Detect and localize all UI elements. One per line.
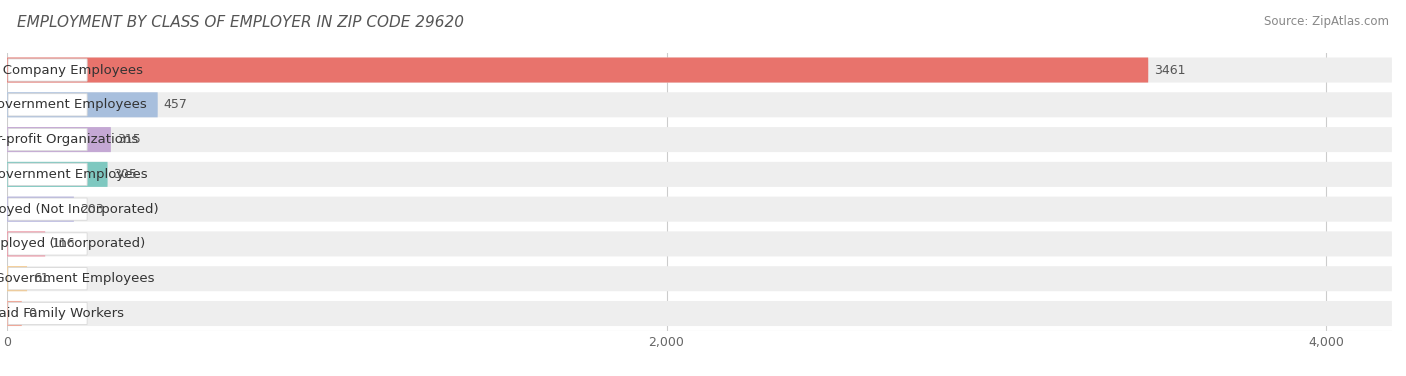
- Text: 315: 315: [117, 133, 141, 146]
- FancyBboxPatch shape: [8, 94, 87, 116]
- Text: Private Company Employees: Private Company Employees: [0, 64, 143, 77]
- FancyBboxPatch shape: [8, 198, 87, 220]
- Text: Self-Employed (Not Incorporated): Self-Employed (Not Incorporated): [0, 203, 159, 216]
- Text: Not-for-profit Organizations: Not-for-profit Organizations: [0, 133, 139, 146]
- Text: 3461: 3461: [1154, 64, 1185, 77]
- FancyBboxPatch shape: [7, 92, 1392, 117]
- FancyBboxPatch shape: [8, 268, 87, 290]
- FancyBboxPatch shape: [7, 127, 111, 152]
- FancyBboxPatch shape: [8, 233, 87, 255]
- FancyBboxPatch shape: [7, 58, 1392, 83]
- Text: EMPLOYMENT BY CLASS OF EMPLOYER IN ZIP CODE 29620: EMPLOYMENT BY CLASS OF EMPLOYER IN ZIP C…: [17, 15, 464, 30]
- FancyBboxPatch shape: [7, 92, 157, 117]
- FancyBboxPatch shape: [8, 59, 87, 81]
- FancyBboxPatch shape: [8, 163, 87, 185]
- Text: Local Government Employees: Local Government Employees: [0, 98, 148, 111]
- Text: 61: 61: [34, 272, 49, 285]
- FancyBboxPatch shape: [7, 197, 1392, 222]
- FancyBboxPatch shape: [7, 231, 1392, 256]
- FancyBboxPatch shape: [7, 197, 75, 222]
- FancyBboxPatch shape: [7, 127, 1392, 152]
- FancyBboxPatch shape: [7, 301, 1392, 326]
- FancyBboxPatch shape: [7, 301, 22, 326]
- FancyBboxPatch shape: [7, 231, 45, 256]
- Text: 116: 116: [51, 237, 75, 250]
- Text: Source: ZipAtlas.com: Source: ZipAtlas.com: [1264, 15, 1389, 28]
- Text: Unpaid Family Workers: Unpaid Family Workers: [0, 307, 124, 320]
- FancyBboxPatch shape: [8, 302, 87, 324]
- Text: 203: 203: [80, 203, 104, 216]
- FancyBboxPatch shape: [8, 129, 87, 151]
- FancyBboxPatch shape: [7, 162, 108, 187]
- FancyBboxPatch shape: [7, 58, 1149, 83]
- FancyBboxPatch shape: [7, 266, 27, 291]
- FancyBboxPatch shape: [7, 162, 1392, 187]
- Text: 0: 0: [28, 307, 35, 320]
- Text: 457: 457: [163, 98, 187, 111]
- Text: Federal Government Employees: Federal Government Employees: [0, 272, 155, 285]
- FancyBboxPatch shape: [7, 266, 1392, 291]
- Text: Self-Employed (Incorporated): Self-Employed (Incorporated): [0, 237, 145, 250]
- Text: 305: 305: [114, 168, 138, 181]
- Text: State Government Employees: State Government Employees: [0, 168, 148, 181]
